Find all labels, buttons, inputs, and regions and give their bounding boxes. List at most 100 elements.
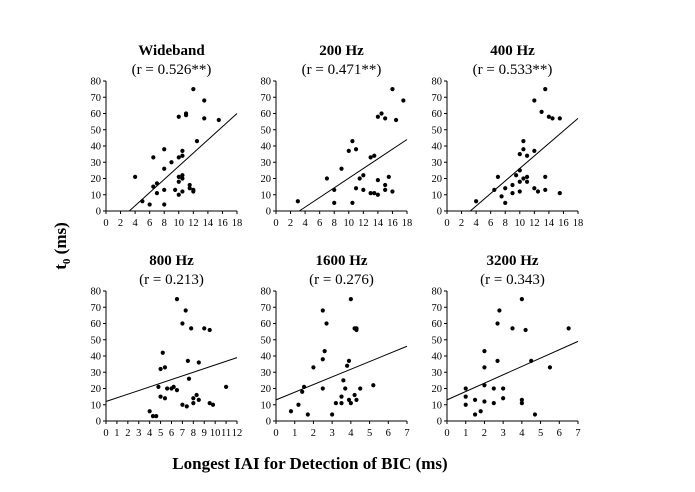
y-tick-label: 10 [432,400,443,411]
x-tick-label: 6 [317,218,322,229]
data-point [517,152,522,157]
y-tick-label: 30 [91,158,102,169]
data-point [372,153,377,158]
data-point [324,321,329,326]
x-tick-label: 2 [482,428,487,439]
data-point [133,174,138,179]
panel-correlation: (r = 0.276) [309,272,374,288]
data-point [386,174,391,179]
data-point [495,174,501,179]
data-point [180,173,185,178]
data-point [510,326,515,331]
data-point [482,349,487,354]
y-tick-label: 70 [432,93,443,104]
data-point [322,349,327,354]
data-point [180,321,185,326]
y-tick-label: 30 [432,368,443,379]
data-point [495,321,500,326]
data-point [543,174,548,179]
x-tick-label: 14 [373,218,384,229]
x-tick-label: 5 [538,428,543,439]
x-tick-label: 12 [358,218,369,229]
data-point [158,394,163,399]
data-point [358,386,363,391]
data-point [474,199,479,204]
panel-correlation: (r = 0.526**) [132,62,212,78]
data-point [354,397,359,402]
y-tick-label: 40 [91,142,102,153]
data-point [343,386,348,391]
x-tick-label: 6 [557,428,562,439]
data-point [346,397,352,402]
data-point [183,111,189,116]
y-tick-label: 50 [91,335,102,346]
regression-line [128,113,238,212]
data-point [523,327,528,333]
data-point [180,189,185,194]
data-point [140,199,145,204]
data-point [189,326,194,331]
data-point [162,202,167,207]
data-point [510,182,515,188]
data-point [390,189,395,194]
y-axis-label-subscript: 0 [61,258,73,264]
data-point [532,186,537,191]
y-tick-label: 80 [91,77,102,88]
data-point [173,187,178,192]
x-tick-label: 18 [232,218,243,229]
y-tick-label: 80 [432,77,443,88]
data-point [524,179,530,184]
data-point [169,160,174,165]
x-tick-label: 16 [217,218,228,229]
panel-title: 800 Hz [149,253,194,269]
data-point [501,396,506,401]
data-point [375,178,380,183]
data-point [223,384,229,389]
y-tick-label: 60 [261,109,272,120]
y-tick-label: 20 [261,174,272,185]
x-tick-label: 16 [558,218,569,229]
x-tick-label: 2 [459,218,464,229]
panel-title: Wideband [138,43,205,59]
data-point [482,399,487,404]
data-point [368,155,373,160]
regression-line [299,139,408,212]
data-point [180,153,185,158]
data-point [156,384,161,389]
panel-title: 200 Hz [319,43,364,59]
data-point [352,392,357,398]
data-point [320,386,325,391]
data-point [372,191,377,196]
x-tick-label: 14 [544,218,555,229]
regression-line [446,340,579,401]
data-point [158,366,163,372]
y-tick-label: 30 [261,158,272,169]
data-point [361,187,366,192]
data-point [176,174,181,179]
data-point [332,200,337,205]
regression-line [275,345,408,401]
y-tick-label: 20 [91,384,102,395]
data-point [375,192,380,197]
data-point [154,181,160,186]
y-tick-label: 10 [432,190,443,201]
data-point [543,187,548,192]
data-point [320,357,325,362]
data-point [180,148,185,153]
data-point [566,326,571,331]
y-tick-label: 40 [261,142,272,153]
x-tick-label: 5 [158,428,163,439]
data-point [354,326,359,331]
data-point [350,139,355,144]
y-tick-label: 70 [91,303,102,314]
y-tick-label: 20 [261,384,272,395]
panel-title: 3200 Hz [486,253,538,269]
y-tick-label: 70 [261,303,272,314]
x-tick-label: 10 [174,218,185,229]
x-tick-label: 14 [203,218,214,229]
panel-5: 1600 Hz (r = 0.276) 0 10 20 30 40 50 60 70 80 0 1 2 3 4… [261,253,410,439]
